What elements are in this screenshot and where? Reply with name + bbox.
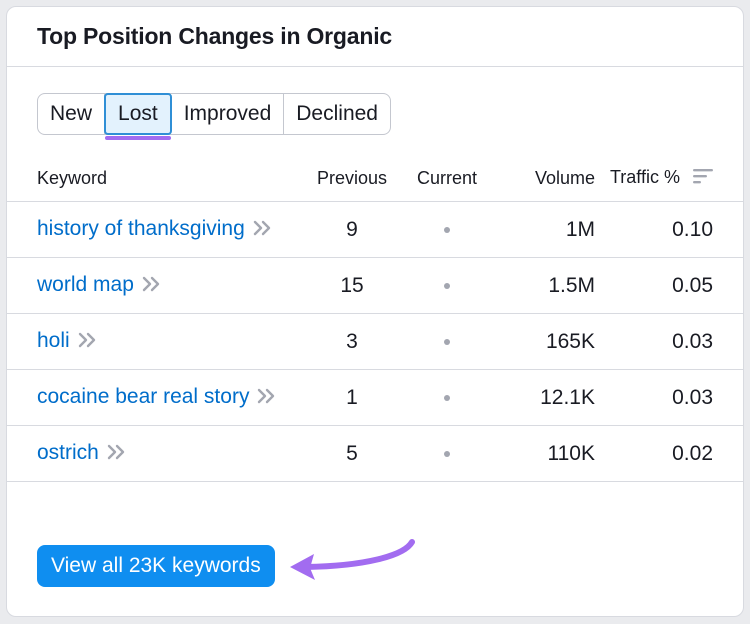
keyword-cell: cocaine bear real story	[7, 369, 307, 426]
keyword-cell: world map	[7, 257, 307, 314]
empty-position-dot	[444, 450, 450, 457]
volume-cell: 165K	[497, 313, 595, 370]
empty-position-dot	[444, 394, 450, 401]
current-position-cell	[397, 425, 497, 482]
column-header-keyword: Keyword	[7, 155, 307, 202]
keyword-link[interactable]: cocaine bear real story	[37, 385, 250, 409]
tab-improved[interactable]: Improved	[172, 94, 285, 134]
column-header-volume: Volume	[497, 155, 595, 202]
column-header-traffic-label: Traffic %	[609, 167, 680, 188]
current-position-cell	[397, 257, 497, 314]
current-position-cell	[397, 313, 497, 370]
current-position-cell	[397, 201, 497, 258]
previous-position-cell: 1	[307, 369, 397, 426]
card-title: Top Position Changes in Organic	[37, 23, 393, 49]
current-position-cell	[397, 369, 497, 426]
tab-declined[interactable]: Declined	[296, 102, 378, 125]
double-chevron-right-icon[interactable]	[253, 218, 273, 242]
double-chevron-right-icon[interactable]	[142, 274, 162, 298]
empty-position-dot	[444, 338, 450, 345]
column-header-current: Current	[397, 155, 497, 202]
keyword-cell: holi	[7, 313, 307, 370]
double-chevron-right-icon[interactable]	[257, 386, 277, 410]
double-chevron-right-icon[interactable]	[107, 442, 127, 466]
traffic-cell: 0.05	[595, 257, 743, 314]
card-header: Top Position Changes in Organic	[7, 7, 743, 67]
annotation-arrow-icon	[290, 539, 415, 580]
keyword-link[interactable]: holi	[37, 329, 70, 353]
table-row: history of thanksgiving 9 1M 0.10	[7, 201, 743, 258]
previous-position-cell: 9	[307, 201, 397, 258]
table-row: ostrich 5 110K 0.02	[7, 425, 743, 482]
previous-position-cell: 5	[307, 425, 397, 482]
keyword-cell: history of thanksgiving	[7, 201, 307, 258]
keywords-table: Keyword Previous Current Volume Traffic …	[7, 155, 743, 482]
traffic-cell: 0.10	[595, 201, 743, 258]
tab-group: New Lost Improved Declined	[37, 93, 391, 140]
traffic-cell: 0.03	[595, 369, 743, 426]
traffic-cell: 0.02	[595, 425, 743, 482]
tab-lost[interactable]: Lost	[104, 93, 172, 140]
column-header-previous: Previous	[307, 155, 397, 202]
empty-position-dot	[444, 282, 450, 289]
volume-cell: 1.5M	[497, 257, 595, 314]
position-changes-card: Top Position Changes in Organic New Lost…	[6, 6, 744, 617]
table-header-row: Keyword Previous Current Volume Traffic …	[7, 155, 743, 202]
volume-cell: 12.1K	[497, 369, 595, 426]
table-row: world map 15 1.5M 0.05	[7, 257, 743, 314]
keyword-link[interactable]: ostrich	[37, 441, 99, 465]
double-chevron-right-icon[interactable]	[78, 330, 98, 354]
tab-new[interactable]: New	[38, 94, 106, 134]
keyword-link[interactable]: world map	[37, 273, 134, 297]
previous-position-cell: 15	[307, 257, 397, 314]
previous-position-cell: 3	[307, 313, 397, 370]
volume-cell: 110K	[497, 425, 595, 482]
sort-descending-icon[interactable]	[693, 168, 713, 189]
empty-position-dot	[444, 226, 450, 233]
table-row: holi 3 165K 0.03	[7, 313, 743, 370]
view-all-keywords-button[interactable]: View all 23K keywords	[37, 545, 275, 587]
table-row: cocaine bear real story 1 12.1K 0.03	[7, 369, 743, 426]
keyword-link[interactable]: history of thanksgiving	[37, 217, 245, 241]
volume-cell: 1M	[497, 201, 595, 258]
column-header-traffic[interactable]: Traffic %	[595, 155, 743, 202]
keyword-cell: ostrich	[7, 425, 307, 482]
traffic-cell: 0.03	[595, 313, 743, 370]
